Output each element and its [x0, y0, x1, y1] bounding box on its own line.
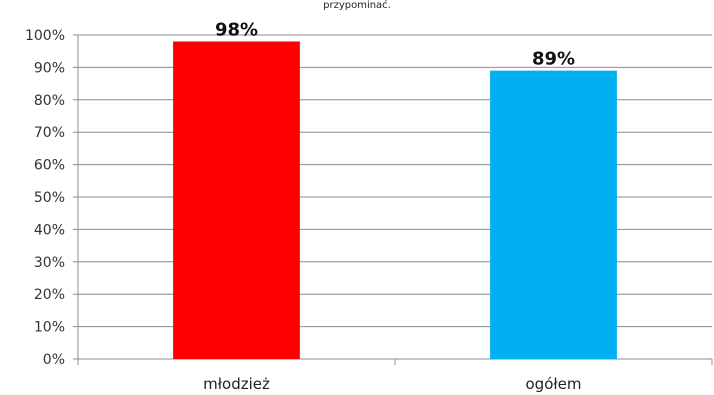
y-tick-label: 0%	[43, 352, 65, 368]
category-label-1: młodzież	[203, 375, 270, 393]
labels: 98% młodzież 89% ogółem	[203, 19, 581, 393]
data-label-2: 89%	[532, 49, 575, 70]
category-label-2: ogółem	[526, 375, 582, 393]
bars	[173, 41, 617, 359]
data-label-1: 98%	[215, 19, 258, 40]
axes: 0% 10% 20% 30% 40% 50% 60% 70% 80% 90% 100%	[25, 28, 713, 368]
y-tick-label: 20%	[34, 287, 65, 303]
y-tick-label: 80%	[34, 93, 65, 109]
y-tick-label: 70%	[34, 125, 65, 141]
y-tick-label: 30%	[34, 255, 65, 271]
chart-title: przypominać.	[323, 0, 391, 11]
bar-1	[173, 41, 300, 359]
y-tick-label: 100%	[25, 28, 65, 44]
y-tick-label: 50%	[34, 190, 65, 206]
y-tick-label: 40%	[34, 222, 65, 238]
y-tick-label: 90%	[34, 60, 65, 76]
y-tick-label: 10%	[34, 320, 65, 336]
y-tick-label: 60%	[34, 158, 65, 174]
bar-2	[490, 70, 617, 359]
